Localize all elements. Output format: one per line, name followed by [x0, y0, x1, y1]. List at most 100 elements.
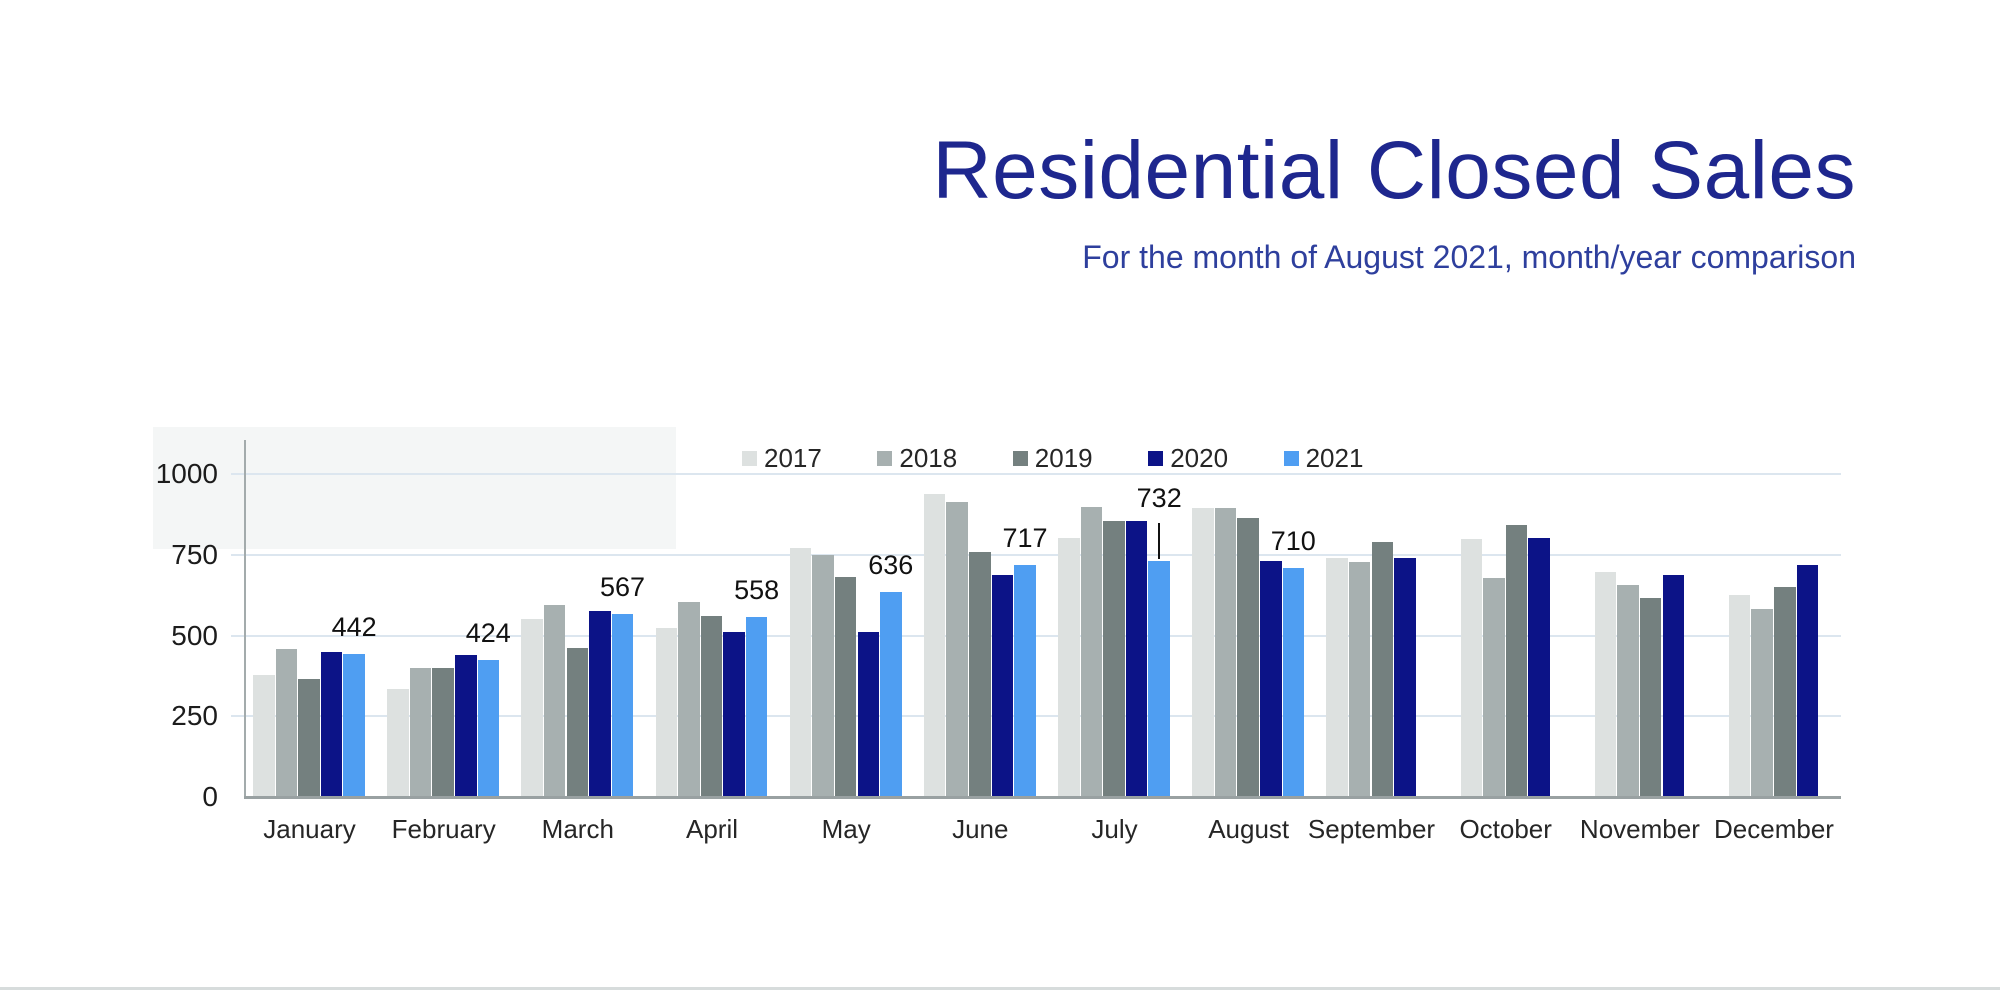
background-watermark-box: [153, 427, 676, 549]
legend-swatch-2017: [742, 450, 757, 466]
bar-2020-october: [1528, 538, 1550, 797]
legend-swatch-2019: [1012, 450, 1028, 466]
bar-2018-october: [1483, 578, 1505, 797]
legend-item-2019: 2019: [1012, 440, 1093, 476]
bar-2020-september: [1394, 558, 1416, 797]
x-tick-label-july: July: [1091, 814, 1138, 844]
bar-2019-march: [566, 648, 588, 797]
data-label-2021-july: 732: [1136, 482, 1182, 513]
bar-2018-july: [1080, 507, 1103, 797]
bar-2018-june: [946, 501, 968, 797]
bar-2017-march: [521, 618, 543, 797]
bar-2020-february: [455, 655, 477, 797]
bar-2018-may: [812, 554, 834, 798]
bar-2019-january: [298, 678, 320, 797]
bar-2021-february: [477, 660, 500, 797]
gridline-1000: [231, 473, 1841, 475]
bar-2018-april: [678, 601, 700, 797]
bar-2020-april: [723, 631, 745, 797]
gridline-500: [231, 634, 1841, 637]
bar-2021-january: [343, 654, 365, 797]
x-tick-label-november: November: [1579, 814, 1700, 844]
bar-2019-june: [969, 551, 991, 797]
x-tick-label-march: March: [541, 814, 614, 844]
x-tick-label-april: April: [685, 814, 739, 844]
y-tick-label-750: 750: [171, 538, 218, 570]
bar-2017-january: [253, 675, 275, 797]
bar-2020-may: [857, 631, 879, 797]
bar-2021-august: [1282, 567, 1305, 797]
bar-2017-august: [1192, 507, 1214, 797]
bar-2020-january: [320, 651, 343, 797]
bar-2018-february: [409, 668, 432, 797]
data-label-2021-june: 717: [1002, 523, 1048, 554]
y-axis-line: [244, 440, 246, 797]
bar-2020-august: [1260, 561, 1282, 797]
legend-item-2018: 2018: [877, 440, 957, 476]
bar-2018-november: [1617, 584, 1639, 797]
legend-label-2020: 2020: [1170, 443, 1229, 473]
bar-2018-august: [1214, 507, 1237, 797]
bar-2019-april: [700, 615, 723, 797]
legend-label-2019: 2019: [1034, 443, 1093, 473]
x-tick-label-june: June: [952, 814, 1009, 844]
legend-swatch-2018: [877, 450, 893, 466]
bar-2017-april: [655, 628, 677, 797]
data-label-2021-may: 636: [868, 549, 914, 580]
bar-2020-july: [1125, 520, 1148, 797]
legend-label-2021: 2021: [1305, 443, 1364, 473]
legend-swatch-2020: [1148, 450, 1164, 466]
data-label-2021-march: 567: [599, 571, 646, 602]
y-tick-label-500: 500: [171, 619, 218, 651]
legend-item-2020: 2020: [1148, 440, 1228, 476]
x-tick-label-august: August: [1208, 814, 1290, 844]
data-label-leader-line: [1158, 522, 1161, 559]
bar-2021-april: [745, 616, 768, 797]
legend-item-2021: 2021: [1283, 440, 1364, 476]
bar-2019-july: [1103, 521, 1125, 797]
bar-2017-december: [1728, 595, 1751, 797]
x-tick-label-december: December: [1714, 814, 1834, 844]
bar-2019-september: [1371, 541, 1393, 797]
bar-2019-october: [1505, 525, 1528, 797]
bar-2017-may: [789, 548, 812, 797]
bar-2020-march: [589, 611, 611, 797]
x-tick-label-february: February: [391, 814, 496, 844]
bar-2017-february: [387, 688, 409, 797]
x-tick-label-september: September: [1307, 814, 1436, 844]
bar-2019-august: [1237, 517, 1259, 797]
y-tick-label-250: 250: [171, 700, 218, 732]
chart-subtitle: For the month of August 2021, month/year…: [1082, 239, 1856, 275]
x-tick-label-october: October: [1459, 814, 1552, 844]
bar-2018-march: [543, 604, 566, 797]
bar-2017-june: [923, 494, 946, 797]
bar-2017-september: [1326, 558, 1348, 797]
x-tick-label-may: May: [821, 814, 871, 844]
bar-2018-january: [275, 648, 298, 797]
bar-2020-november: [1662, 574, 1684, 797]
bar-2017-october: [1460, 538, 1482, 797]
bar-2021-july: [1148, 560, 1170, 797]
legend-label-2017: 2017: [764, 443, 822, 473]
x-tick-label-january: January: [263, 814, 356, 844]
y-tick-label-1000: 1000: [155, 458, 218, 489]
gridline-750: [231, 553, 1841, 556]
bar-2017-november: [1594, 571, 1617, 797]
bar-2018-september: [1348, 561, 1371, 797]
legend-label-2018: 2018: [899, 443, 958, 473]
chart-title: Residential Closed Sales: [932, 125, 1856, 216]
legend-swatch-2021: [1283, 450, 1299, 466]
bar-2019-february: [432, 668, 454, 797]
x-axis-line: [244, 796, 1841, 799]
bar-2018-december: [1751, 608, 1773, 797]
bar-2019-december: [1774, 587, 1796, 797]
data-label-2021-february: 424: [465, 618, 511, 648]
legend-item-2017: 2017: [742, 440, 822, 476]
bar-2019-november: [1639, 598, 1662, 797]
bar-2021-march: [611, 613, 634, 797]
bar-2020-december: [1796, 564, 1819, 797]
y-tick-label-0: 0: [202, 781, 218, 812]
gridline-250: [231, 715, 1841, 718]
data-label-2021-april: 558: [734, 574, 780, 605]
